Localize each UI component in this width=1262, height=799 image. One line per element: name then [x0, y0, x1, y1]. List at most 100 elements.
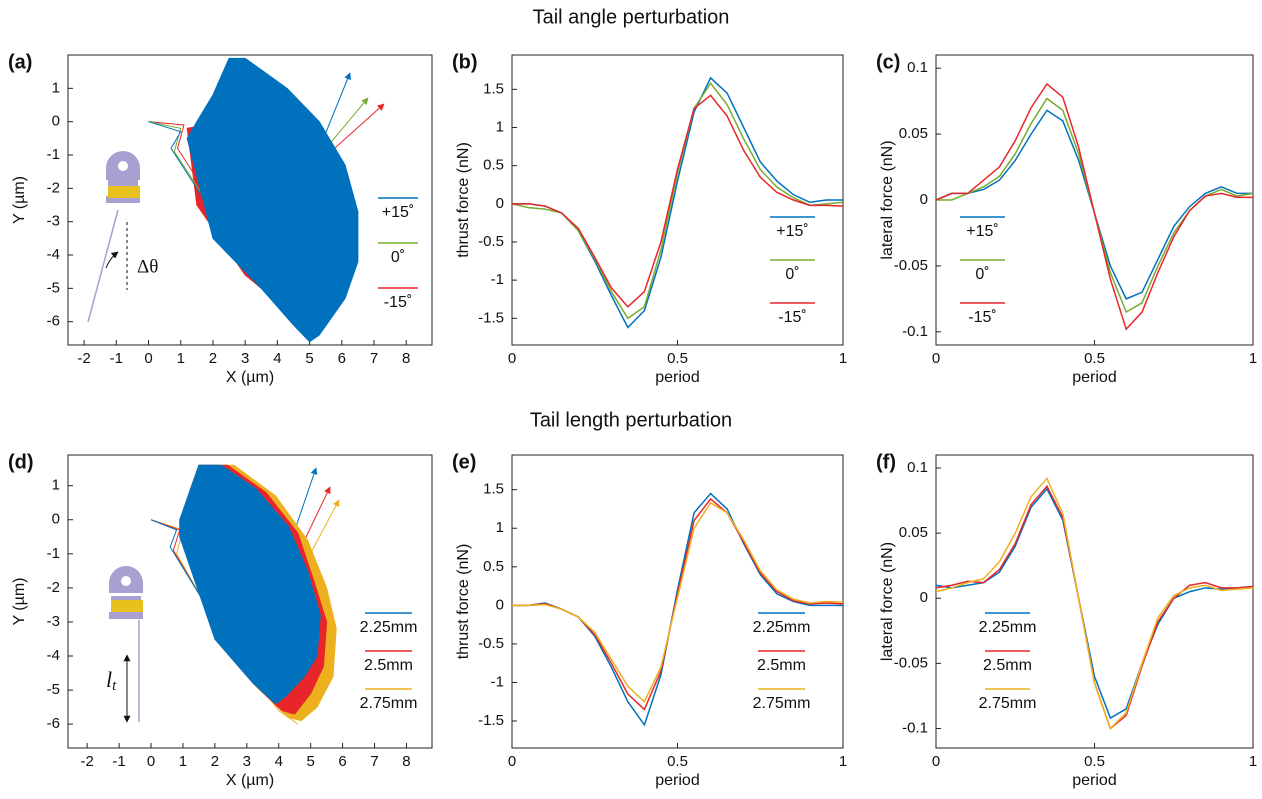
x-tick-label: 0.5 — [1084, 350, 1105, 367]
x-tick-label: 0 — [508, 350, 516, 367]
legend-label: 2.5mm — [983, 657, 1032, 674]
x-tick-label: -2 — [77, 350, 90, 367]
x-tick-label: 7 — [370, 753, 378, 770]
legend-label: 0˚ — [391, 249, 405, 266]
panel-label: (e) — [452, 451, 476, 473]
x-tick-label: 5 — [306, 753, 314, 770]
y-tick-label: -2 — [47, 579, 60, 596]
y-tick-label: -4 — [47, 647, 60, 664]
x-tick-label: 4 — [275, 753, 283, 770]
x-tick-label: 1 — [839, 350, 847, 367]
legend-label: 2.5mm — [364, 657, 413, 674]
plot-frame — [67, 454, 433, 749]
y-tick-label: 0.5 — [483, 558, 504, 575]
y-tick-label: -2 — [47, 179, 60, 196]
y-tick-label: 1.5 — [483, 481, 504, 498]
section-title: Tail length perturbation — [530, 409, 732, 431]
x-axis-label: period — [1072, 369, 1116, 386]
legend-label: 2.75mm — [753, 695, 811, 712]
x-tick-label: 1 — [177, 350, 185, 367]
legend-label: 2.5mm — [757, 657, 806, 674]
y-tick-label: -5 — [47, 279, 60, 296]
y-tick-label: -4 — [47, 246, 60, 263]
y-tick-label: -1.5 — [478, 712, 504, 729]
annotation: Δθ — [137, 256, 158, 277]
y-tick-label: -0.1 — [902, 323, 928, 340]
x-tick-label: 3 — [243, 753, 251, 770]
x-tick-label: 0.5 — [1084, 753, 1105, 770]
x-tick-label: 0 — [932, 350, 940, 367]
legend-label: 2.75mm — [360, 695, 418, 712]
legend-label: 2.25mm — [753, 619, 811, 636]
y-tick-label: -0.1 — [902, 719, 928, 736]
x-tick-label: -1 — [110, 350, 123, 367]
x-tick-label: 7 — [370, 350, 378, 367]
y-tick-label: -0.5 — [478, 635, 504, 652]
series-line — [935, 477, 1254, 730]
panel-label: (c) — [876, 51, 900, 73]
x-tick-label: -2 — [80, 753, 93, 770]
x-axis-label: period — [655, 772, 699, 789]
legend-label: 2.75mm — [979, 695, 1037, 712]
trajectory-body — [179, 464, 321, 705]
annotation: lt — [106, 667, 117, 694]
x-tick-label: 1 — [179, 753, 187, 770]
y-tick-label: -3 — [47, 213, 60, 230]
x-axis-label: period — [1072, 772, 1116, 789]
x-tick-label: 0 — [144, 350, 152, 367]
swimmer-icon — [87, 151, 140, 323]
y-tick-label: -0.05 — [894, 654, 928, 671]
series-line — [512, 501, 844, 703]
y-tick-label: 0 — [920, 191, 928, 208]
legend-label: 0˚ — [975, 266, 989, 283]
x-tick-label: 1 — [1249, 350, 1257, 367]
y-axis-label: thrust force (nN) — [455, 544, 472, 660]
y-axis-label: lateral force (nN) — [879, 542, 896, 661]
x-tick-label: 3 — [241, 350, 249, 367]
legend-label: +15˚ — [776, 223, 808, 240]
x-tick-label: 5 — [305, 350, 313, 367]
y-tick-label: -1 — [491, 271, 504, 288]
y-tick-label: 0.1 — [907, 459, 928, 476]
legend-label: -15˚ — [778, 309, 806, 326]
x-tick-label: 6 — [338, 753, 346, 770]
y-tick-label: 0.5 — [483, 157, 504, 174]
series-line — [512, 76, 843, 329]
series-line — [935, 484, 1254, 730]
x-tick-label: 0 — [508, 753, 516, 770]
x-axis-label: period — [655, 369, 699, 386]
swimmer-icon — [109, 566, 143, 723]
panel-label: (b) — [452, 51, 478, 73]
legend-label: 2.25mm — [979, 619, 1037, 636]
y-tick-label: 1 — [496, 519, 504, 536]
y-tick-label: 0.05 — [899, 125, 928, 142]
trajectory-tail — [150, 519, 280, 701]
y-axis-label: lateral force (nN) — [879, 140, 896, 259]
x-tick-label: 0.5 — [667, 350, 688, 367]
y-tick-label: 0 — [496, 195, 504, 212]
legend-label: -15˚ — [968, 309, 996, 326]
series-line — [512, 94, 844, 308]
y-tick-label: 1 — [52, 477, 60, 494]
y-tick-label: 0 — [52, 511, 60, 528]
trajectory-body — [186, 57, 359, 343]
y-tick-label: 0 — [496, 596, 504, 613]
y-tick-label: 0 — [920, 589, 928, 606]
x-tick-label: 1 — [1249, 753, 1257, 770]
annotation-subscript: t — [112, 678, 117, 694]
x-tick-label: 1 — [839, 753, 847, 770]
x-tick-label: -1 — [112, 753, 125, 770]
legend-label: +15˚ — [966, 223, 998, 240]
legend-label: 2.25mm — [360, 619, 418, 636]
x-axis-label: X (µm) — [226, 369, 274, 386]
y-tick-label: -1.5 — [478, 309, 504, 326]
panel-label: (a) — [8, 51, 32, 73]
y-tick-label: 0.1 — [907, 59, 928, 76]
y-axis-label: Y (µm) — [11, 176, 28, 224]
y-tick-label: -0.05 — [894, 257, 928, 274]
y-tick-label: -1 — [491, 673, 504, 690]
x-tick-label: 0 — [932, 753, 940, 770]
y-axis-label: Y (µm) — [11, 577, 28, 625]
y-tick-label: -0.5 — [478, 233, 504, 250]
